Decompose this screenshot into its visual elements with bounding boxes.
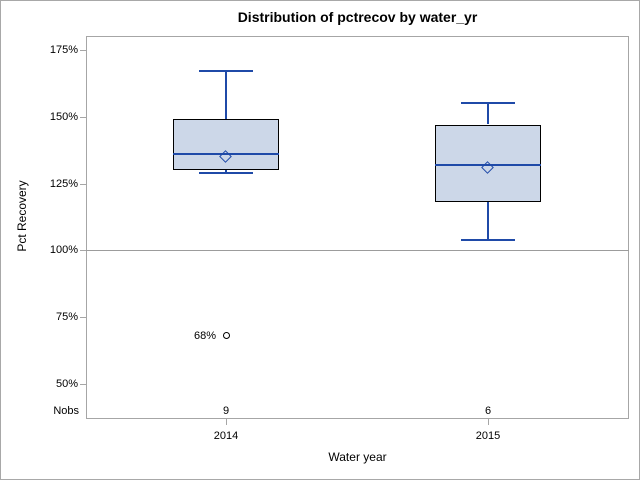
whisker-lower-stem-2015 — [487, 202, 489, 239]
nobs-value-2015: 6 — [484, 405, 492, 417]
nobs-value-2014: 9 — [222, 405, 230, 417]
whisker-lower-cap-2014 — [199, 172, 253, 174]
whisker-upper-stem-2015 — [487, 103, 489, 124]
box-2014 — [173, 119, 279, 170]
y-tick-label-150: 150% — [49, 111, 78, 123]
y-tick-mark-75 — [80, 317, 86, 318]
x-axis-title: Water year — [328, 450, 387, 464]
y-tick-label-100: 100% — [49, 244, 78, 256]
x-tick-label-2014: 2014 — [213, 430, 239, 442]
y-tick-mark-100 — [80, 250, 86, 251]
y-tick-mark-175 — [80, 50, 86, 51]
y-tick-label-75: 75% — [55, 311, 78, 323]
x-tick-mark-2015 — [488, 419, 489, 425]
median-line-2014 — [173, 153, 279, 155]
plot-frame — [86, 36, 629, 419]
box-2015 — [435, 125, 541, 202]
x-tick-label-2015: 2015 — [475, 430, 501, 442]
whisker-lower-cap-2015 — [461, 239, 515, 241]
y-axis-title: Pct Recovery — [15, 180, 29, 252]
y-tick-label-125: 125% — [49, 178, 78, 190]
x-tick-mark-2014 — [226, 419, 227, 425]
whisker-lower-stem-2014 — [225, 170, 227, 173]
y-tick-mark-50 — [80, 384, 86, 385]
y-tick-label-50: 50% — [55, 378, 78, 390]
nobs-row-label: Nobs — [53, 405, 79, 417]
outlier-marker-2014-0 — [223, 332, 230, 339]
whisker-upper-cap-2015 — [461, 102, 515, 104]
y-tick-label-175: 175% — [49, 44, 78, 56]
y-tick-mark-150 — [80, 117, 86, 118]
reference-line-100pct — [86, 250, 629, 251]
outlier-label-2014-0: 68% — [193, 330, 216, 342]
chart-title: Distribution of pctrecov by water_yr — [237, 9, 478, 25]
whisker-upper-cap-2014 — [199, 70, 253, 72]
whisker-upper-stem-2014 — [225, 71, 227, 119]
y-tick-mark-125 — [80, 184, 86, 185]
median-line-2015 — [435, 164, 541, 166]
